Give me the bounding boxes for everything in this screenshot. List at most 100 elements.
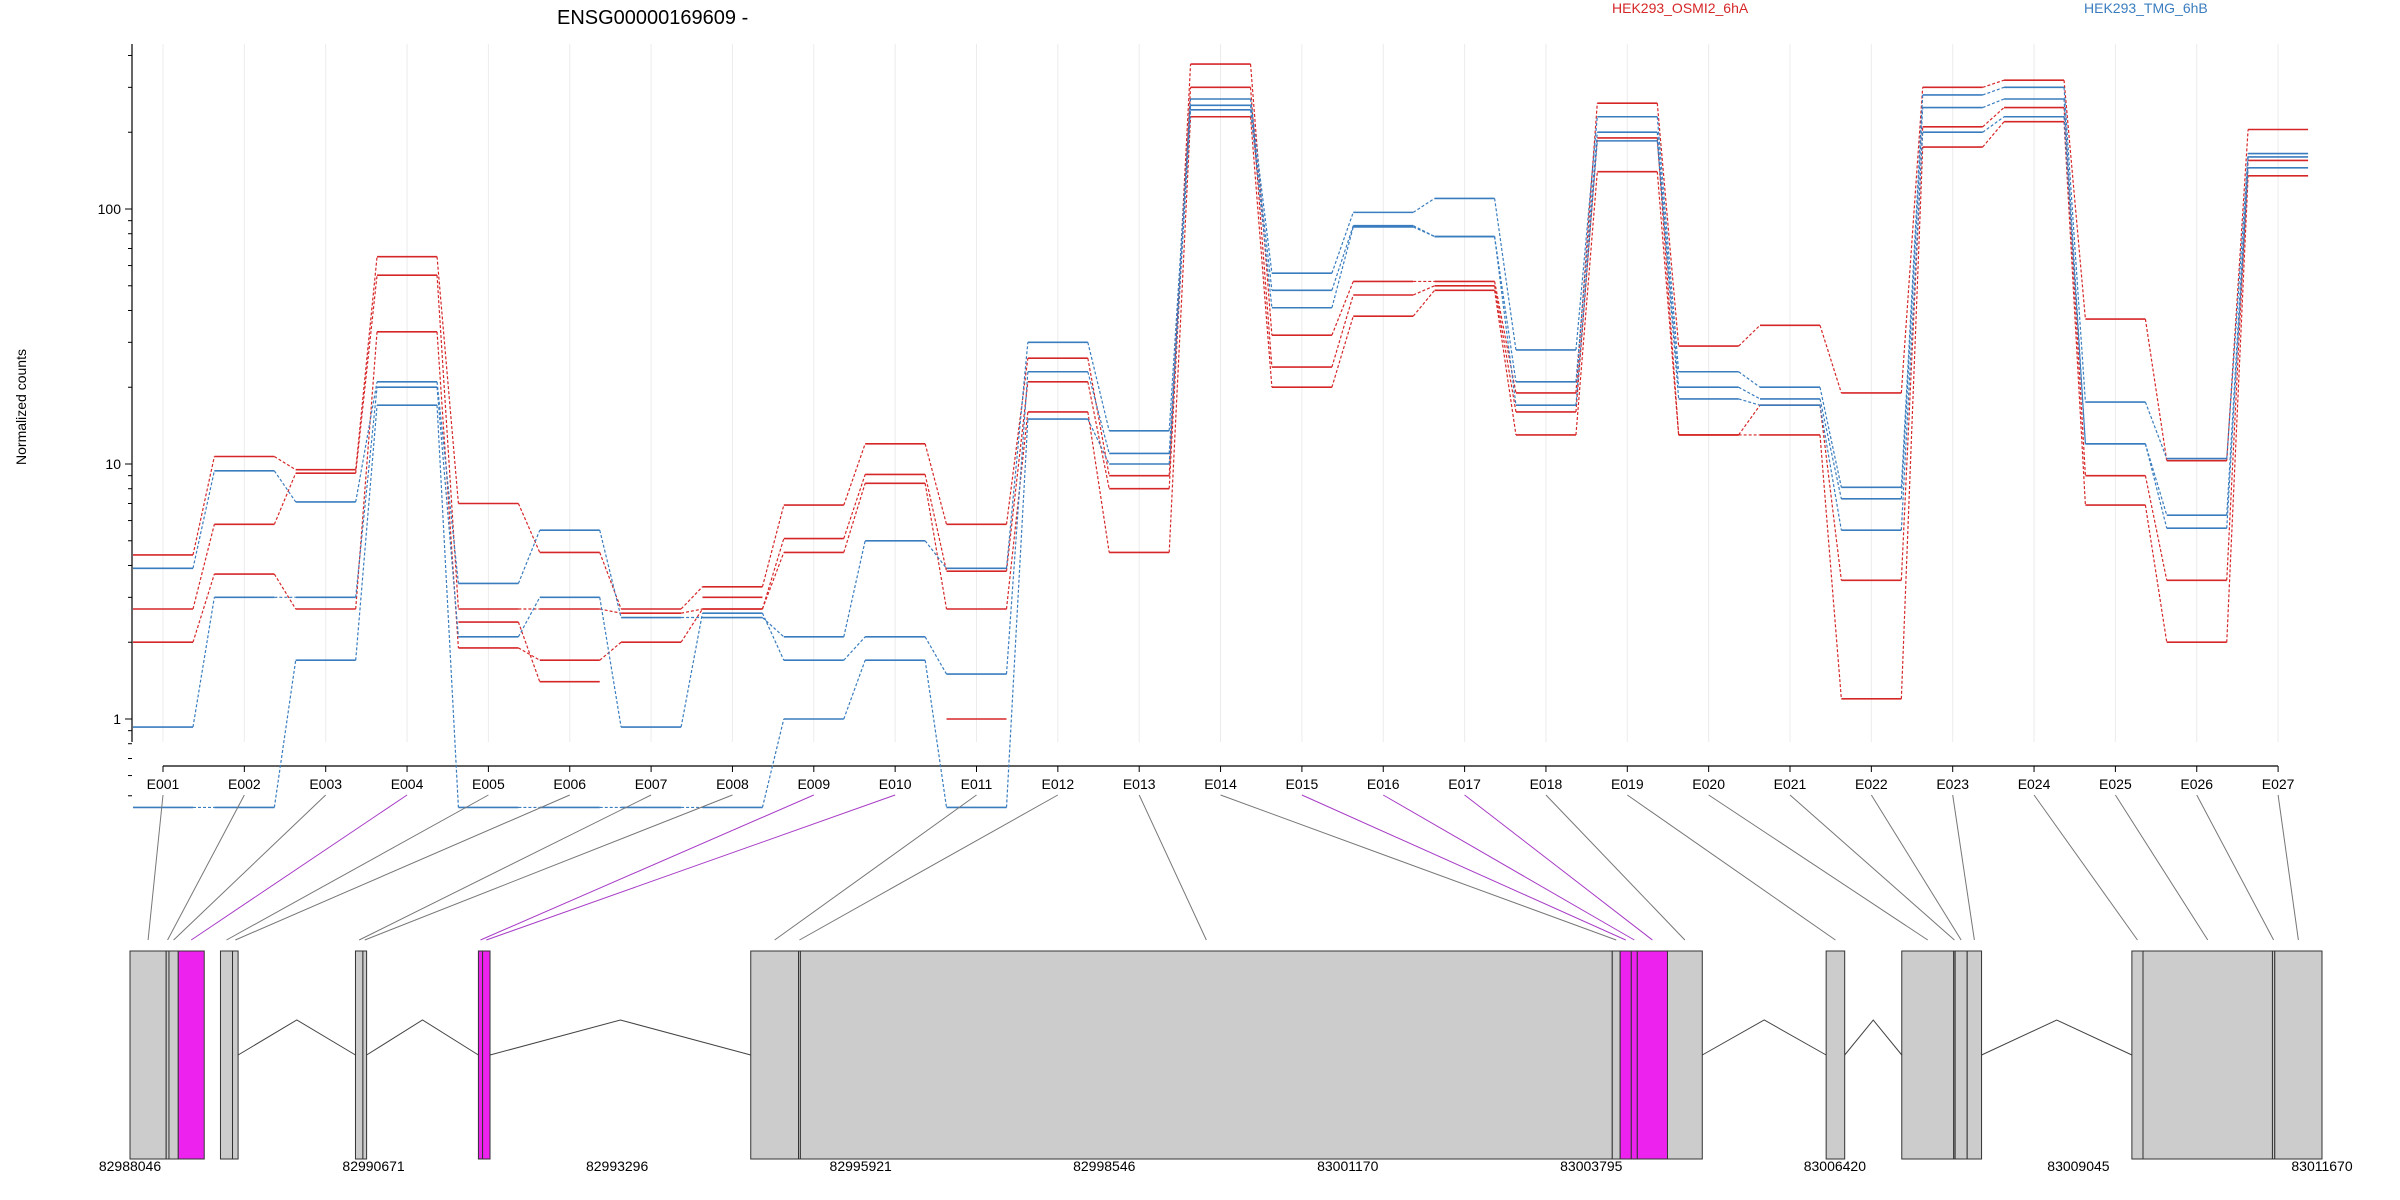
series-TMG-4-step-E006 xyxy=(599,530,622,618)
intron-6 xyxy=(1981,1019,2133,1056)
genomic-coordinate-labels: 82988046 82990671 82993296 82995921 82998546… xyxy=(99,1158,2353,1174)
series-TMG-6-step-E017 xyxy=(1494,236,1517,406)
series-TMG-6-step-E019 xyxy=(1656,140,1680,399)
series-TMG-6-step-E011 xyxy=(1005,419,1029,808)
series-TMG-4-step-E002 xyxy=(273,470,297,503)
x-tick-label-E009: E009 xyxy=(797,776,830,792)
series-TMG-4-step-E015 xyxy=(1331,212,1354,274)
series-OSMI2-1-step-E023 xyxy=(1982,107,2005,128)
x-tick-label-E006: E006 xyxy=(553,776,586,792)
chart-title: ENSG00000169609 - xyxy=(557,7,748,29)
exon-box-E024 xyxy=(2131,950,2144,1160)
legend-entry-tmg: HEK293_TMG_6hB xyxy=(2084,0,2208,16)
series-OSMI2-0-step-E009 xyxy=(843,443,866,506)
exon-box-E006 xyxy=(232,950,239,1160)
intron-1 xyxy=(237,1019,356,1056)
series-OSMI2-2-step-E003 xyxy=(355,331,378,610)
series-TMG-4-step-E024 xyxy=(2063,87,2086,403)
x-tick-label-E013: E013 xyxy=(1123,776,1156,792)
x-tick-label-E027: E027 xyxy=(2262,776,2295,792)
series-OSMI2-0-step-E018 xyxy=(1575,103,1598,393)
exon-box-E020 xyxy=(1901,950,1955,1160)
series-TMG-6-step-E023 xyxy=(1982,116,2005,133)
series-OSMI2-0-step-E003 xyxy=(355,256,378,470)
legend-entry-osmi2: HEK293_OSMI2_6hA xyxy=(1612,0,1749,16)
x-tick-label-E001: E001 xyxy=(147,776,180,792)
series-TMG-5-step-E009 xyxy=(843,636,866,661)
series-OSMI2-2-step-E016 xyxy=(1412,289,1436,317)
series-OSMI2-1-step-E008 xyxy=(761,538,785,610)
exon-box-E007 xyxy=(354,950,364,1160)
x-tick-label-E010: E010 xyxy=(879,776,912,792)
series-OSMI2-0-step-E026 xyxy=(2226,129,2249,461)
genomic-label-82998546: 82998546 xyxy=(1073,1158,1136,1174)
connector-E019 xyxy=(1627,794,1836,941)
x-tick-label-E025: E025 xyxy=(2099,776,2132,792)
series-OSMI2-1-step-E007 xyxy=(680,608,703,614)
exon-box-E019 xyxy=(1825,950,1846,1160)
series-OSMI2-1-step-E014 xyxy=(1249,87,1273,368)
series-OSMI2-0-step-E001 xyxy=(192,456,215,556)
series-OSMI2-0-step-E019 xyxy=(1656,103,1680,347)
series-TMG-4-step-E019 xyxy=(1656,116,1680,372)
series-TMG-6-step-E021 xyxy=(1819,405,1842,531)
series-TMG-5-step-E007 xyxy=(680,613,704,728)
genomic-label-82988046: 82988046 xyxy=(99,1158,162,1174)
series-OSMI2-1-step-E011 xyxy=(1005,381,1029,572)
series-TMG-5-step-E001 xyxy=(192,597,215,728)
series-OSMI2-1-step-E021 xyxy=(1819,405,1842,581)
x-tick-label-E020: E020 xyxy=(1692,776,1725,792)
exon-box-E016 xyxy=(1630,950,1638,1160)
series-TMG-4-step-E001 xyxy=(192,470,215,569)
x-tick-label-E012: E012 xyxy=(1041,776,1074,792)
axes xyxy=(131,44,2278,767)
connector-E025 xyxy=(2114,794,2209,941)
series-TMG-4-step-E016 xyxy=(1412,197,1435,213)
series-TMG-4-step-E017 xyxy=(1494,198,1517,351)
series-TMG-6-step-E020 xyxy=(1738,398,1761,406)
series-OSMI2-2-step-E026 xyxy=(2226,175,2249,643)
connector-E004 xyxy=(190,794,408,941)
connector-E026 xyxy=(2196,794,2275,941)
series-OSMI2-0-step-E005 xyxy=(517,503,541,553)
x-tick-label-E005: E005 xyxy=(472,776,505,792)
series-TMG-4-step-E020 xyxy=(1738,371,1761,388)
connector-E014 xyxy=(1220,794,1617,941)
series-TMG-4-step-E026 xyxy=(2226,153,2249,459)
series-TMG-6-step-E012 xyxy=(1087,418,1110,465)
series-OSMI2-2-step-E023 xyxy=(1982,121,2005,148)
series-OSMI2-2-step-E012 xyxy=(1087,411,1110,553)
gene-model xyxy=(129,950,2323,1160)
connector-E009 xyxy=(480,794,814,941)
series-TMG-6-step-E026 xyxy=(2226,167,2249,529)
x-tick-label-E024: E024 xyxy=(2018,776,2051,792)
series-TMG-6-step-E014 xyxy=(1249,109,1273,308)
series-TMG-4-step-E003 xyxy=(355,381,378,503)
exon-box-E025 xyxy=(2142,950,2273,1160)
x-tick-label-E014: E014 xyxy=(1204,776,1237,792)
series-TMG-5-step-E008 xyxy=(761,612,785,661)
series-OSMI2-2-step-E008 xyxy=(761,552,785,610)
series-TMG-6-step-E022 xyxy=(1900,132,1924,531)
series-OSMI2-2-step-E022 xyxy=(1900,147,1924,699)
series-lines xyxy=(133,63,2309,809)
x-tick-label-E002: E002 xyxy=(228,776,261,792)
y-tick-label-100: 100 xyxy=(98,201,122,217)
connector-E027 xyxy=(2277,794,2299,941)
x-tick-label-E016: E016 xyxy=(1367,776,1400,792)
series-OSMI2-2-step-E025 xyxy=(2144,505,2168,643)
series-OSMI2-2-step-E009 xyxy=(843,483,866,553)
series-OSMI2-1-step-E017 xyxy=(1494,285,1517,413)
exon-box-E010 xyxy=(482,950,491,1160)
series-OSMI2-0-step-E008 xyxy=(761,504,785,587)
x-tick-label-E023: E023 xyxy=(1936,776,1969,792)
series-TMG-6-step-E002 xyxy=(273,660,297,808)
series-TMG-5-step-E022 xyxy=(1900,107,1924,499)
series-TMG-6-step-E016 xyxy=(1413,226,1435,238)
exon-box-E008 xyxy=(362,950,368,1160)
x-tick-label-E011: E011 xyxy=(961,776,993,792)
series-OSMI2-2-step-E024 xyxy=(2063,121,2086,506)
intron-3 xyxy=(489,1019,751,1056)
series-OSMI2-2-step-E005 xyxy=(518,647,541,661)
